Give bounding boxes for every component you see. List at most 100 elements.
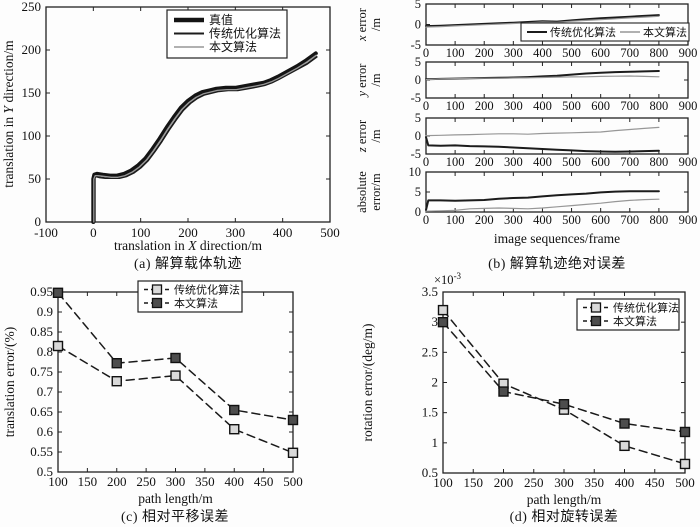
y-tick-label: 5: [415, 0, 421, 11]
y-tick-label: 0.8: [37, 344, 53, 359]
legend-label: 传统优化算法: [174, 283, 240, 297]
legend-label: 本文算法: [209, 39, 257, 54]
x-tick-label: 0: [423, 46, 429, 60]
b-ylabel-line2: /m: [369, 129, 383, 142]
legend-label: 真值: [209, 12, 233, 27]
series-line: [425, 75, 660, 81]
y-tick-label: 1: [432, 435, 439, 450]
x-tick-label: 400: [533, 99, 552, 113]
x-tick-label: 350: [585, 475, 605, 490]
data-marker: [52, 340, 64, 352]
y-tick-label: 0: [35, 214, 42, 229]
y-tick-label: -5: [411, 91, 421, 105]
b-ylabel-line1: y error: [355, 63, 369, 99]
x-tick-label: 150: [464, 475, 484, 490]
x-tick-label: 350: [195, 474, 215, 489]
y-tick-label: 150: [22, 85, 42, 100]
data-marker: [437, 316, 449, 328]
x-tick-label: 200: [107, 474, 127, 489]
x-tick-label: 600: [591, 213, 610, 227]
series-line: [93, 54, 317, 223]
y-tick-label: 0: [415, 129, 421, 143]
x-tick-label: 300: [504, 46, 523, 60]
chart-d-rotation-error: 100 150 200 250 300 350 400 450 500 0.5 1 1.5 2 2.5 3 3…: [360, 271, 695, 507]
x-tick-label: 500: [562, 213, 581, 227]
x-tick-label: 100: [131, 225, 151, 240]
x-tick-label: 100: [446, 46, 465, 60]
x-tick-label: 900: [679, 213, 698, 227]
chart-a-trajectory: -100 0 100 200 300 400 500050100150200250trans…: [1, 0, 340, 253]
x-tick-label: 600: [591, 155, 610, 169]
x-tick-label: 100: [446, 213, 465, 227]
x-tick-label: 700: [620, 46, 639, 60]
ylabel: rotation error/(deg/m): [360, 323, 375, 441]
axis-multiplier: ×10-3: [434, 271, 462, 287]
y-tick-label: 0.9: [37, 304, 53, 319]
trajectory-plot: -100 0 100 200 300 400 500050100150200250trans…: [1, 0, 340, 253]
x-tick-label: 600: [591, 99, 610, 113]
x-tick-label: 300: [504, 155, 523, 169]
y-tick-label: 0: [415, 205, 421, 219]
x-tick-label: 600: [591, 46, 610, 60]
series-line: [442, 321, 686, 433]
b-ylabel-line2: error/m: [369, 173, 383, 211]
y-tick-label: 3.5: [422, 284, 438, 299]
x-tick-label: 300: [166, 474, 186, 489]
x-tick-label: 300: [504, 213, 523, 227]
x-tick-label: 200: [494, 475, 514, 490]
b-ylabel-line1: x error: [355, 7, 369, 42]
y-tick-label: 2: [432, 375, 439, 390]
caption-b: (b) 解算轨迹绝对误差: [488, 257, 626, 272]
error-subplot-3: 0 100 200 300 400 500 600 700 800 9000510absolute…: [355, 165, 697, 227]
y-tick-label: 3: [432, 314, 439, 329]
a-xlabel: translation in X direction/m: [114, 238, 263, 253]
plot-box: [425, 61, 689, 99]
marker-plot: 100 150 200 250 300 350 400 450 500 0.5 0.55 0.6 0.6…: [2, 280, 303, 506]
plot-box: [57, 291, 294, 473]
x-tick-label: 500: [283, 474, 303, 489]
chart-c-translation-error: 100 150 200 250 300 350 400 450 500 0.5 0.55 0.6 0.6…: [2, 280, 303, 506]
series-line: [57, 345, 294, 454]
b-ylabel-line1: z error: [355, 119, 369, 153]
x-tick-label: 800: [650, 155, 669, 169]
a-ylabel: translation in Y direction/m: [1, 40, 16, 188]
series-line: [425, 136, 660, 153]
x-tick-label: 700: [620, 213, 639, 227]
data-marker: [287, 414, 299, 426]
x-tick-label: 500: [320, 225, 340, 240]
data-marker: [52, 287, 64, 298]
data-marker: [619, 440, 630, 452]
y-tick-label: 0.85: [30, 324, 53, 339]
data-marker: [287, 447, 299, 459]
x-tick-label: 400: [533, 213, 552, 227]
y-tick-label: 5: [415, 55, 421, 69]
legend-b: 传统优化算法 本文算法: [520, 22, 690, 42]
y-tick-label: 100: [22, 128, 42, 143]
x-tick-label: 200: [475, 99, 494, 113]
x-tick-label: 400: [273, 225, 293, 240]
y-tick-label: 0.6: [37, 424, 54, 439]
series-line: [93, 56, 318, 223]
marker-plot: 100 150 200 250 300 350 400 450 500 0.5 1 1.5 2 2.5 3 3…: [360, 271, 695, 507]
x-tick-label: 300: [226, 225, 246, 240]
series-line: [442, 309, 686, 465]
data-marker: [498, 386, 509, 397]
y-tick-label: 0.5: [422, 465, 438, 480]
x-tick-label: 400: [615, 475, 635, 490]
x-tick-label: 500: [675, 475, 695, 490]
series-line: [425, 126, 660, 137]
y-tick-label: 50: [28, 171, 41, 186]
x-tick-label: 100: [433, 475, 453, 490]
y-tick-label: 0.5: [37, 464, 53, 479]
series-line: [425, 14, 660, 28]
legend-label: 本文算法: [643, 25, 687, 39]
legend-label: 本文算法: [174, 296, 218, 310]
x-tick-label: 0: [423, 155, 429, 169]
data-marker: [619, 418, 630, 429]
data-marker: [679, 458, 691, 470]
series-line: [425, 190, 660, 211]
